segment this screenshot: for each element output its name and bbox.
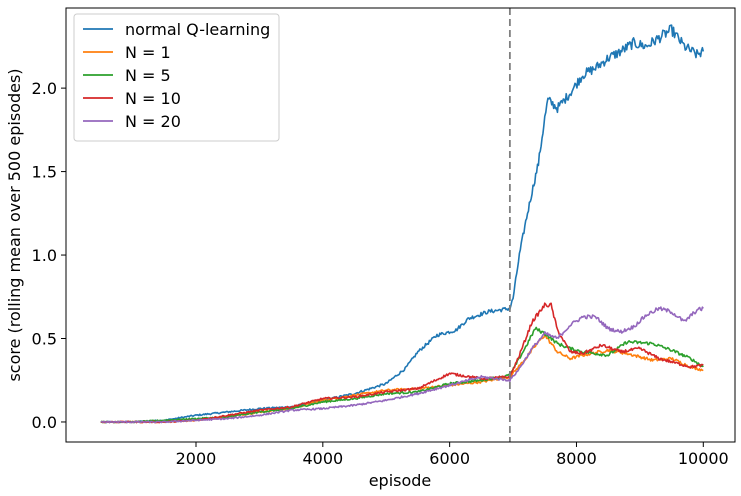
x-tick-label: 4000 xyxy=(302,449,343,468)
x-axis-ticks: 2000 4000 6000 8000 10000 xyxy=(176,442,729,468)
legend-entry-label: normal Q-learning xyxy=(125,20,270,39)
y-tick-label: 2.0 xyxy=(32,79,57,98)
legend-entry-label: N = 20 xyxy=(125,112,181,131)
x-tick-label: 10000 xyxy=(678,449,729,468)
y-axis-label: score (rolling mean over 500 episodes) xyxy=(5,68,24,381)
legend-box xyxy=(73,13,280,142)
y-axis-ticks: 0.0 0.5 1.0 1.5 2.0 xyxy=(32,79,66,432)
plot-frame xyxy=(65,7,736,443)
y-tick-label: 1.5 xyxy=(32,163,57,182)
series-line-4 xyxy=(100,306,704,424)
series-lines xyxy=(100,24,705,424)
legend-entry-label: N = 10 xyxy=(125,89,181,108)
x-axis-label: episode xyxy=(369,471,432,490)
series-line-2 xyxy=(100,326,704,424)
y-tick-label: 0.0 xyxy=(32,413,57,432)
x-tick-label: 2000 xyxy=(176,449,217,468)
legend: normal Q-learning N = 1 N = 5 N = 10 N = 20 xyxy=(73,13,280,142)
legend-entry-label: N = 1 xyxy=(125,43,171,62)
legend-entry-label: N = 5 xyxy=(125,66,171,85)
y-tick-label: 1.0 xyxy=(32,246,57,265)
x-tick-label: 8000 xyxy=(556,449,597,468)
x-tick-label: 6000 xyxy=(429,449,470,468)
y-tick-label: 0.5 xyxy=(32,330,57,349)
series-line-0 xyxy=(100,24,705,424)
